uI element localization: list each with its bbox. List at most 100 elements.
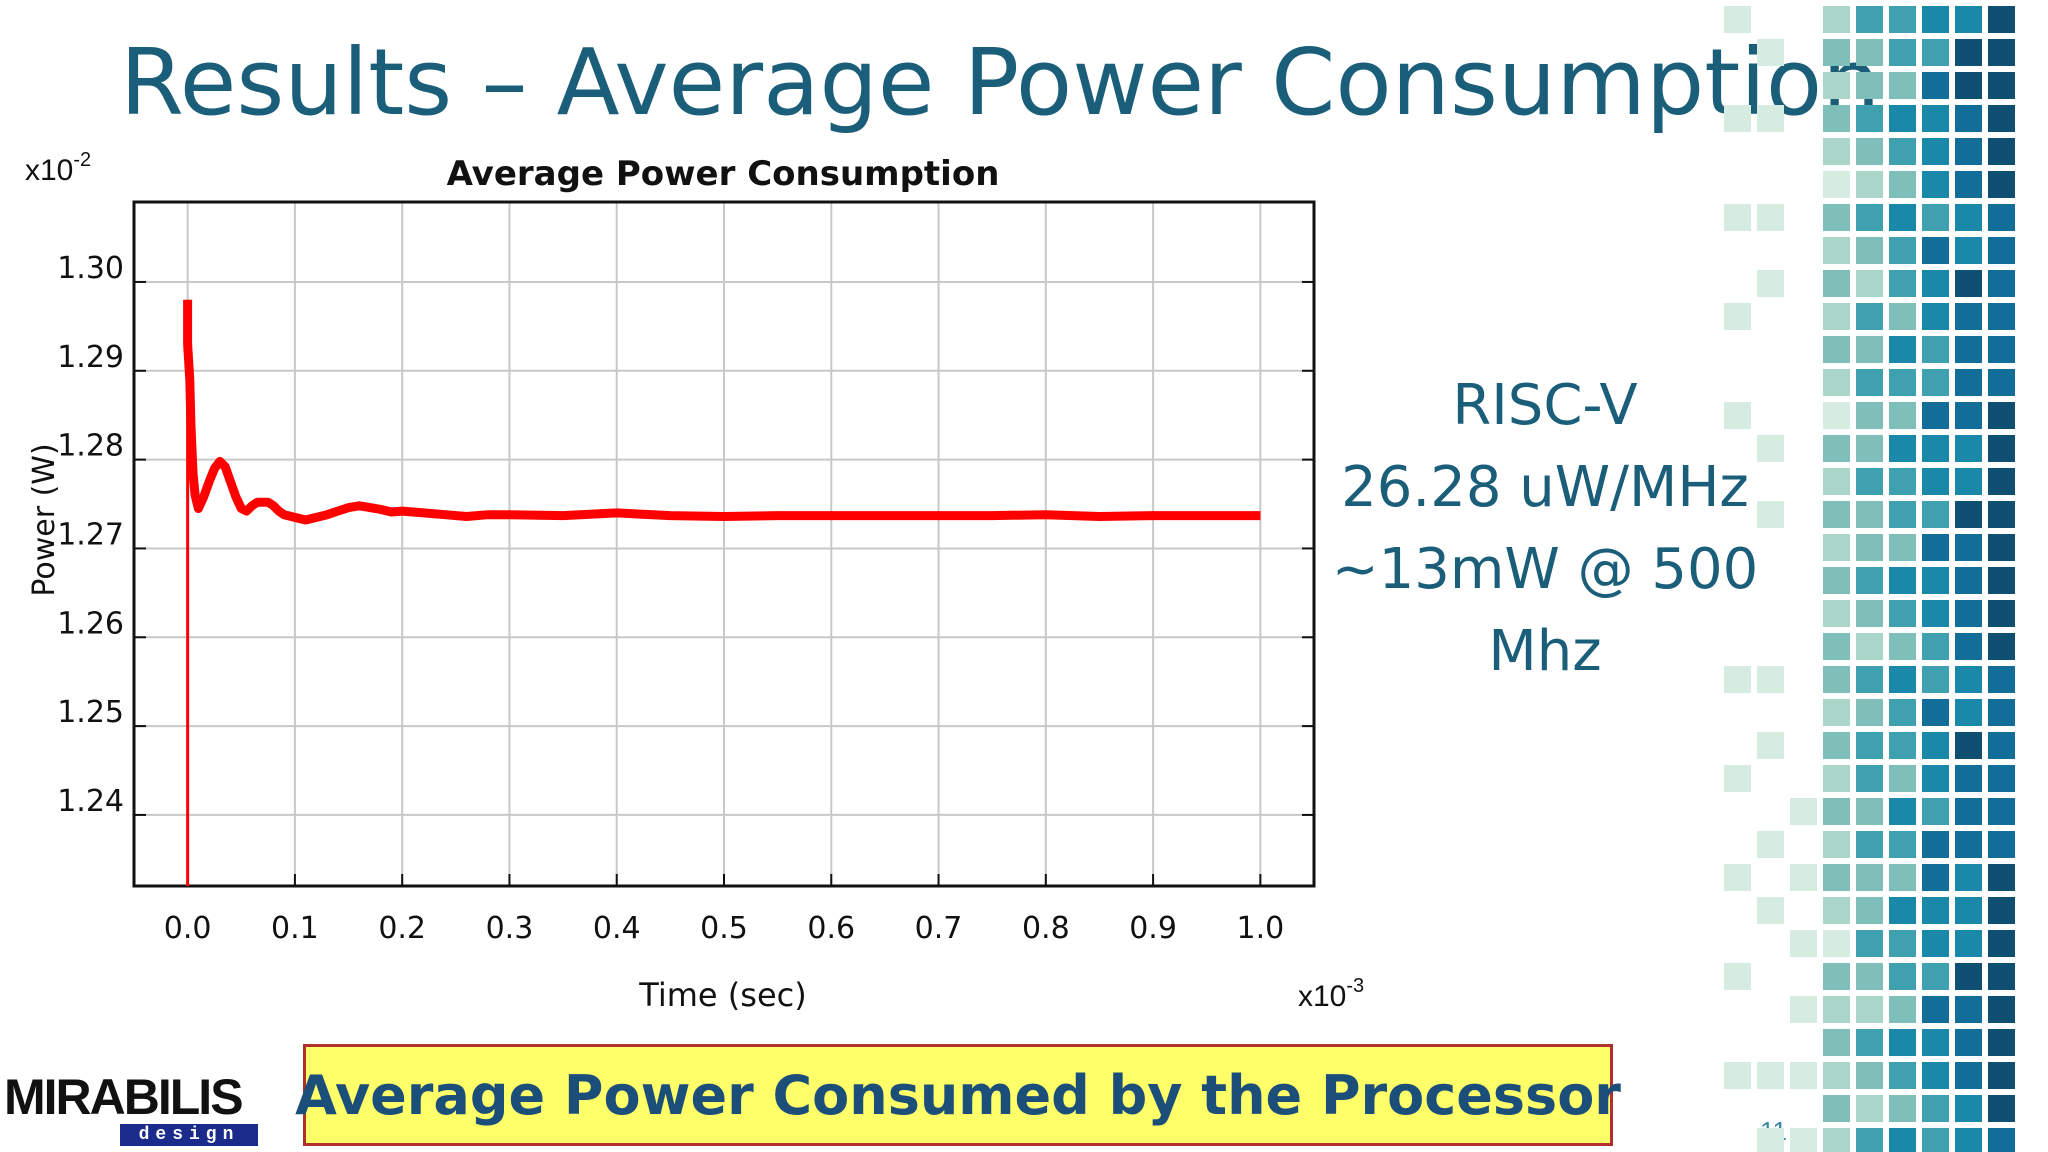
mosaic-tile — [1922, 864, 1949, 891]
slide-title: Results – Average Power Consumption — [120, 29, 1881, 136]
mosaic-tile — [1856, 270, 1883, 297]
mosaic-tile — [1823, 237, 1850, 264]
mosaic-tile — [1823, 468, 1850, 495]
mosaic-tile — [1823, 501, 1850, 528]
mosaic-tile — [1988, 798, 2015, 825]
mosaic-tile — [1922, 534, 1949, 561]
mosaic-tile — [1955, 1029, 1982, 1056]
y-tick-label: 1.25 — [57, 695, 124, 730]
mosaic-tile — [1856, 666, 1883, 693]
mosaic-tile — [1724, 765, 1751, 792]
mosaic-tile — [1823, 270, 1850, 297]
mosaic-tile — [1988, 765, 2015, 792]
y-axis-label: Power (W) — [27, 443, 62, 596]
mosaic-tile — [1856, 435, 1883, 462]
mosaic-tile — [1823, 336, 1850, 363]
mosaic-tile — [1856, 204, 1883, 231]
mosaic-tile — [1889, 369, 1916, 396]
mosaic-tile — [1922, 6, 1949, 33]
power-chart: x10-2 Average Power Consumption 0.0 0.1 0.… — [25, 149, 1364, 1014]
mosaic-tile — [1856, 369, 1883, 396]
x-tick-label: 0.0 — [164, 911, 212, 946]
mosaic-tile — [1856, 138, 1883, 165]
y-multiplier: x10-2 — [25, 149, 91, 187]
mosaic-tile — [1889, 996, 1916, 1023]
x-multiplier-base: x10 — [1298, 980, 1346, 1013]
mosaic-tile — [1823, 600, 1850, 627]
mosaic-tile — [1955, 237, 1982, 264]
mosaic-tile — [1889, 336, 1916, 363]
mosaic-tile — [1889, 237, 1916, 264]
x-multiplier-exp: -3 — [1346, 975, 1364, 997]
mosaic-tile — [1988, 402, 2015, 429]
mosaic-tile — [1856, 501, 1883, 528]
mosaic-tile — [1856, 1095, 1883, 1122]
mosaic-tile — [1823, 171, 1850, 198]
mosaic-tile — [1823, 402, 1850, 429]
mosaic-tile — [1955, 468, 1982, 495]
mosaic-tile — [1889, 666, 1916, 693]
mosaic-tile — [1988, 831, 2015, 858]
mosaic-tile — [1922, 567, 1949, 594]
mosaic-tile — [1856, 600, 1883, 627]
mosaic-tile — [1757, 1128, 1784, 1152]
mosaic-tile — [1889, 567, 1916, 594]
mosaic-tile — [1922, 1095, 1949, 1122]
mosaic-tile — [1889, 105, 1916, 132]
mosaic-tile — [1856, 996, 1883, 1023]
mosaic-tile — [1757, 204, 1784, 231]
mosaic-tile — [1856, 1128, 1883, 1152]
mosaic-tile — [1955, 798, 1982, 825]
decorative-mosaic — [1724, 6, 2015, 1152]
mosaic-tile — [1988, 270, 2015, 297]
mosaic-tile — [1823, 831, 1850, 858]
mosaic-tile — [1856, 402, 1883, 429]
chart-title: Average Power Consumption — [447, 154, 1000, 194]
mosaic-tile — [1988, 666, 2015, 693]
mosaic-tile — [1823, 732, 1850, 759]
mosaic-tile — [1922, 171, 1949, 198]
mosaic-tile — [1856, 1062, 1883, 1089]
mosaic-tile — [1889, 1095, 1916, 1122]
mosaic-tile — [1790, 798, 1817, 825]
mosaic-tile — [1955, 666, 1982, 693]
x-tick-label: 0.7 — [915, 911, 963, 946]
summary-line-3: ~13mW @ 500 — [1331, 537, 1759, 602]
mosaic-tile — [1922, 270, 1949, 297]
mosaic-tile — [1955, 765, 1982, 792]
mosaic-tile — [1922, 732, 1949, 759]
mosaic-tile — [1889, 600, 1916, 627]
mosaic-tile — [1955, 963, 1982, 990]
mosaic-tile — [1856, 336, 1883, 363]
mosaic-tile — [1955, 1062, 1982, 1089]
x-tick-label: 0.2 — [378, 911, 426, 946]
mosaic-tile — [1922, 336, 1949, 363]
mosaic-tile — [1988, 6, 2015, 33]
mosaic-tile — [1955, 732, 1982, 759]
mosaic-tile — [1988, 1062, 2015, 1089]
mosaic-tile — [1922, 930, 1949, 957]
mosaic-tile — [1988, 171, 2015, 198]
mosaic-tile — [1922, 996, 1949, 1023]
mosaic-tile — [1889, 930, 1916, 957]
mosaic-tile — [1955, 138, 1982, 165]
mosaic-tile — [1988, 996, 2015, 1023]
summary-line-2: 26.28 uW/MHz — [1341, 455, 1749, 520]
mosaic-tile — [1988, 72, 2015, 99]
mirabilis-logo: MIRABILIS design — [4, 1072, 262, 1150]
mosaic-tile — [1955, 633, 1982, 660]
mosaic-tile — [1823, 666, 1850, 693]
mosaic-tile — [1955, 501, 1982, 528]
y-tick-label: 1.24 — [57, 784, 124, 819]
mosaic-tile — [1922, 138, 1949, 165]
x-tick-label: 0.4 — [593, 911, 641, 946]
mosaic-tile — [1856, 72, 1883, 99]
logo-subtext: design — [120, 1124, 258, 1146]
x-tick-label: 0.3 — [486, 911, 534, 946]
mosaic-tile — [1856, 633, 1883, 660]
mosaic-tile — [1757, 105, 1784, 132]
mosaic-tile — [1823, 369, 1850, 396]
mosaic-tile — [1823, 765, 1850, 792]
mosaic-tile — [1922, 237, 1949, 264]
mosaic-tile — [1955, 171, 1982, 198]
